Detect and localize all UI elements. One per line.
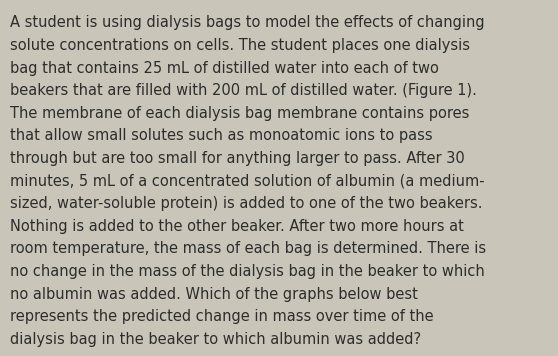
Text: Nothing is added to the other beaker. After two more hours at: Nothing is added to the other beaker. Af… — [10, 219, 464, 234]
Text: solute concentrations on cells. The student places one dialysis: solute concentrations on cells. The stud… — [10, 38, 470, 53]
Text: no albumin was added. Which of the graphs below best: no albumin was added. Which of the graph… — [10, 287, 418, 302]
Text: A student is using dialysis bags to model the effects of changing: A student is using dialysis bags to mode… — [10, 15, 485, 30]
Text: minutes, 5 mL of a concentrated solution of albumin (a medium-: minutes, 5 mL of a concentrated solution… — [10, 174, 485, 189]
Text: dialysis bag in the beaker to which albumin was added?: dialysis bag in the beaker to which albu… — [10, 332, 421, 347]
Text: represents the predicted change in mass over time of the: represents the predicted change in mass … — [10, 309, 434, 324]
Text: beakers that are filled with 200 mL of distilled water. (Figure 1).: beakers that are filled with 200 mL of d… — [10, 83, 477, 98]
Text: room temperature, the mass of each bag is determined. There is: room temperature, the mass of each bag i… — [10, 241, 486, 256]
Text: bag that contains 25 mL of distilled water into each of two: bag that contains 25 mL of distilled wat… — [10, 61, 439, 75]
Text: that allow small solutes such as monoatomic ions to pass: that allow small solutes such as monoato… — [10, 129, 432, 143]
Text: sized, water-soluble protein) is added to one of the two beakers.: sized, water-soluble protein) is added t… — [10, 196, 483, 211]
Text: The membrane of each dialysis bag membrane contains pores: The membrane of each dialysis bag membra… — [10, 106, 469, 121]
Text: no change in the mass of the dialysis bag in the beaker to which: no change in the mass of the dialysis ba… — [10, 264, 485, 279]
Text: through but are too small for anything larger to pass. After 30: through but are too small for anything l… — [10, 151, 465, 166]
